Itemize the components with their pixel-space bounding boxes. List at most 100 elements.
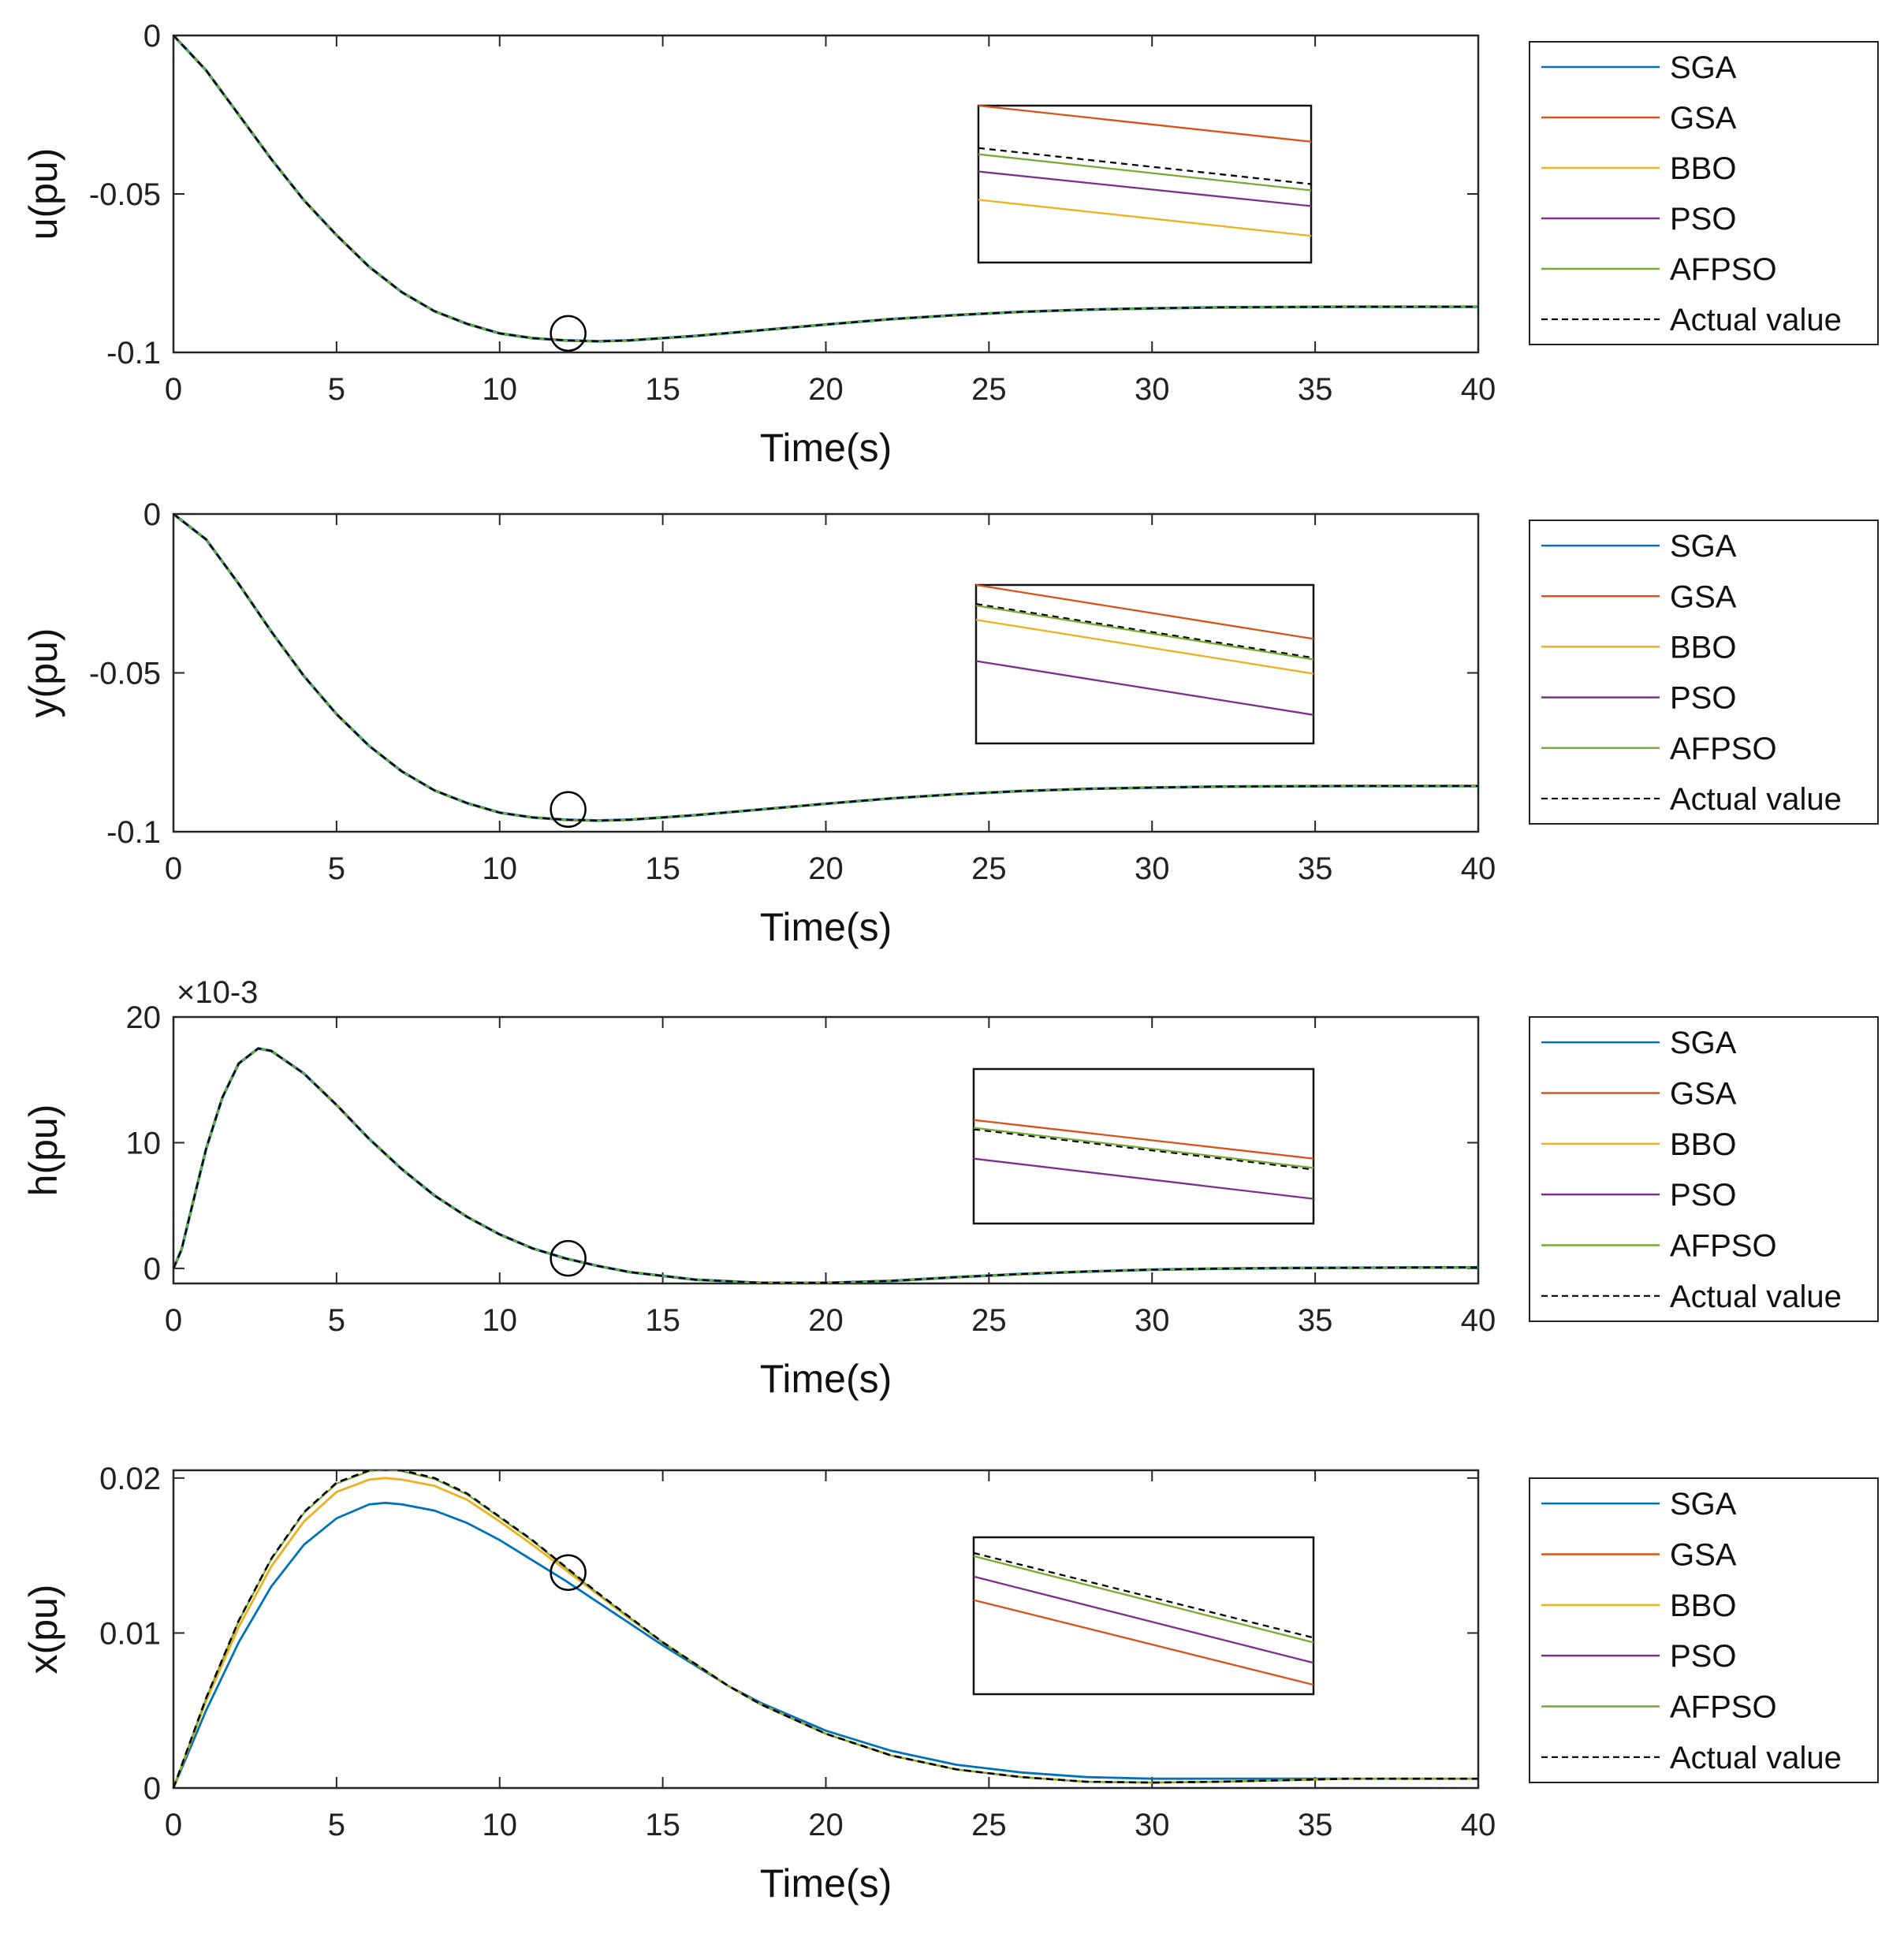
x-tick-label: 35 <box>1298 372 1333 407</box>
zoom-marker-circle <box>550 315 587 352</box>
x-tick-label: 30 <box>1135 372 1170 407</box>
x-tick-label: 40 <box>1461 372 1496 407</box>
y-tick-label: 0 <box>143 19 161 54</box>
inset-line-gsa <box>973 1599 1314 1686</box>
x-tick-label: 10 <box>483 372 518 407</box>
y-axis-label: y(pu) <box>21 628 65 718</box>
legend-label-actual-value: Actual value <box>1670 1280 1842 1314</box>
y-tick-label: -0.05 <box>89 657 161 691</box>
legend-label-pso: PSO <box>1670 681 1736 716</box>
x-tick-label: 10 <box>483 1303 518 1338</box>
legend-label-pso: PSO <box>1670 1639 1736 1674</box>
curves-x <box>173 1470 1478 1788</box>
y-axis-label: x(pu) <box>21 1585 65 1674</box>
x-tick-label: 35 <box>1298 1808 1333 1842</box>
legend-label-bbo: BBO <box>1670 151 1736 186</box>
x-tick-label: 10 <box>483 851 518 886</box>
inset-u <box>977 104 1313 264</box>
inset-h <box>972 1067 1315 1225</box>
x-tick-label: 25 <box>971 1808 1007 1842</box>
legend-label-sga: SGA <box>1670 50 1737 85</box>
y-tick-label: 0.02 <box>99 1462 161 1496</box>
x-tick-label: 20 <box>808 1808 844 1842</box>
series-line-actual-value <box>173 514 1478 822</box>
legend-box <box>1529 520 1879 825</box>
x-tick-label: 25 <box>971 851 1007 886</box>
x-tick-label: 25 <box>971 1303 1007 1338</box>
inset-line-gsa <box>978 104 1312 143</box>
x-tick-label: 40 <box>1461 851 1496 886</box>
legend-label-sga: SGA <box>1670 529 1737 564</box>
y-tick-label: 0 <box>143 1252 161 1287</box>
inset-line-actual-value <box>973 1551 1314 1639</box>
zoom-marker-circle <box>550 1239 587 1277</box>
inset-line-bbo <box>975 619 1314 675</box>
x-tick-label: 5 <box>328 1808 345 1842</box>
x-tick-label: 30 <box>1135 1303 1170 1338</box>
legend-label-pso: PSO <box>1670 1178 1736 1212</box>
x-tick-label: 20 <box>808 851 844 886</box>
axis-exponent: ×10-3 <box>177 975 258 1010</box>
panel-u: 0 5 10 15 20 25 30 35 40 0 -0.05 -0.1 Time(s) u(pu) SG… <box>21 19 1879 470</box>
legend-label-bbo: BBO <box>1670 1127 1736 1162</box>
x-tick-label: 35 <box>1298 1303 1333 1338</box>
legend-label-bbo: BBO <box>1670 1589 1736 1623</box>
inset-line-pso <box>973 1157 1314 1200</box>
legend-label-gsa: GSA <box>1670 101 1737 136</box>
x-tick-label: 0 <box>165 1808 182 1842</box>
x-tick-label: 10 <box>483 1808 518 1842</box>
legend-box <box>1529 1477 1879 1783</box>
legend-label-afpso: AFPSO <box>1670 732 1777 766</box>
x-tick-label: 5 <box>328 1303 345 1338</box>
inset-line-pso <box>978 170 1312 207</box>
legend-h: SGA GSA BBO PSO AFPSO Actual value <box>1529 1016 1879 1322</box>
inset-line-afpso <box>975 604 1314 661</box>
legend-label-bbo: BBO <box>1670 630 1736 665</box>
inset-line-actual-value <box>978 147 1312 185</box>
legend-label-sga: SGA <box>1670 1026 1737 1060</box>
legend-label-gsa: GSA <box>1670 1077 1737 1112</box>
inset-line-gsa <box>973 1119 1314 1160</box>
x-axis-label: Time(s) <box>760 905 892 949</box>
legend-label-pso: PSO <box>1670 202 1736 237</box>
inset-line-afpso <box>973 1555 1314 1644</box>
y-tick-label: -0.1 <box>106 336 161 371</box>
x-tick-label: 40 <box>1461 1808 1496 1842</box>
x-tick-label: 15 <box>645 1808 680 1842</box>
y-tick-label: -0.05 <box>89 177 161 212</box>
series-line-actual-value-top <box>173 1470 1478 1788</box>
inset-x <box>972 1536 1315 1696</box>
series-line-actual-value <box>173 1047 1478 1283</box>
inset-y <box>974 583 1315 745</box>
inset-line-afpso <box>973 1127 1314 1169</box>
x-tick-label: 0 <box>165 372 182 407</box>
x-tick-label: 25 <box>971 372 1007 407</box>
curves-u <box>173 35 1478 343</box>
series-line-actual-value <box>173 35 1478 343</box>
y-tick-label: -0.1 <box>106 815 161 850</box>
x-tick-label: 30 <box>1135 1808 1170 1842</box>
x-tick-label: 0 <box>165 851 182 886</box>
legend-label-afpso: AFPSO <box>1670 1690 1777 1725</box>
y-tick-label: 20 <box>126 1000 162 1035</box>
panel-h: 0 5 10 15 20 25 30 35 40 20 10 0 Time(s) h(pu) ×10-3 SG… <box>21 975 1879 1401</box>
x-tick-label: 20 <box>808 1303 844 1338</box>
legend-label-actual-value: Actual value <box>1670 782 1842 817</box>
legend-box <box>1529 1016 1879 1322</box>
inset-line-actual-value <box>975 602 1314 659</box>
x-tick-label: 30 <box>1135 851 1170 886</box>
x-tick-label: 35 <box>1298 851 1333 886</box>
legend-label-sga: SGA <box>1670 1487 1737 1522</box>
series-line-sga <box>173 1501 1478 1788</box>
panel-x: 0 5 10 15 20 25 30 35 40 0.02 0.01 0 Time(s) x(pu) SGA… <box>21 1462 1879 1905</box>
y-tick-label: 10 <box>126 1126 162 1160</box>
x-tick-label: 20 <box>808 372 844 407</box>
x-axis-label: Time(s) <box>760 1357 892 1401</box>
inset-line-gsa <box>975 583 1314 640</box>
panel-y: 0 5 10 15 20 25 30 35 40 0 -0.05 -0.1 Time(s) y(pu) SG… <box>21 497 1879 949</box>
zoom-marker-circle <box>550 791 587 829</box>
legend-x: SGA GSA BBO PSO AFPSO Actual value <box>1529 1477 1879 1783</box>
legend-label-gsa: GSA <box>1670 1538 1737 1573</box>
x-axis-label: Time(s) <box>760 1861 892 1905</box>
